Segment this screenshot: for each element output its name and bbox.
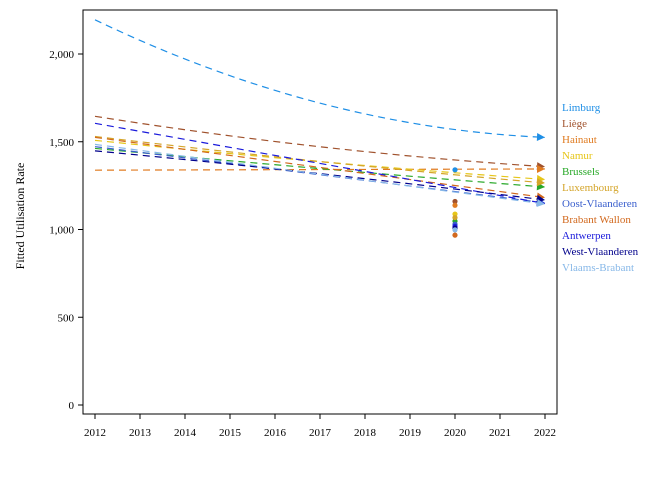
x-tick-label: 2015 — [219, 427, 242, 439]
series-line — [94, 143, 546, 205]
x-tick-label: 2016 — [264, 427, 287, 439]
legend: Limburg Liège Hainaut Namur Brussels Luxembou… — [562, 102, 639, 274]
series-line — [94, 122, 546, 205]
observed-point — [452, 167, 458, 173]
legend-entry: Namur — [562, 150, 593, 162]
series-line — [94, 136, 546, 199]
legend-entry: Limburg — [562, 102, 601, 114]
series-line — [94, 139, 546, 181]
x-tick-label: 2012 — [84, 427, 106, 439]
legend-entry: Luxembourg — [562, 182, 619, 194]
legend-entry: West-Vlaanderen — [562, 246, 639, 258]
observed-point — [452, 214, 458, 221]
series-line — [94, 150, 546, 201]
x-tick-label: 2022 — [534, 427, 556, 439]
observed-points — [452, 167, 458, 238]
series-line — [94, 19, 546, 138]
series-line — [94, 115, 546, 168]
y-tick-label: 500 — [58, 312, 75, 324]
x-tick-label: 2018 — [354, 427, 377, 439]
y-axis-label: Fitted Utilisation Rate — [13, 163, 27, 270]
x-tick-label: 2020 — [444, 427, 467, 439]
x-tick-label: 2019 — [399, 427, 422, 439]
observed-point — [452, 198, 458, 205]
y-tick-label: 0 — [69, 400, 75, 412]
y-tick-label: 1,000 — [49, 225, 74, 237]
series-line — [94, 135, 546, 184]
legend-entry: Oost-Vlaanderen — [562, 198, 638, 210]
legend-entry: Vlaams-Brabant — [562, 262, 634, 274]
x-tick-label: 2013 — [129, 427, 152, 439]
series-end-arrow — [536, 199, 545, 207]
observed-point — [452, 232, 458, 238]
legend-entry: Hainaut — [562, 134, 597, 146]
legend-entry: Brussels — [562, 166, 599, 178]
series-line — [94, 146, 546, 204]
y-tick-label: 2,000 — [49, 49, 74, 61]
series-end-arrow — [536, 178, 545, 187]
series-lines — [94, 19, 546, 207]
x-tick-label: 2014 — [174, 427, 197, 439]
x-axis: 2012 2013 2014 2015 2016 2017 2018 2019 2020 2021… — [84, 414, 556, 439]
y-axis: 0 500 1,000 1,500 2,000 — [49, 49, 83, 412]
legend-entry: Antwerpen — [562, 230, 611, 242]
observed-point — [452, 227, 458, 233]
series-line — [94, 168, 546, 171]
series-end-arrow — [536, 133, 545, 142]
plot-frame — [82, 9, 558, 415]
y-tick-label: 1,500 — [49, 137, 74, 149]
series-end-arrow — [536, 164, 545, 173]
observed-point — [452, 202, 458, 208]
legend-entry: Brabant Wallon — [562, 214, 631, 226]
legend-entry: Liège — [562, 118, 587, 130]
x-tick-label: 2017 — [309, 427, 332, 439]
x-tick-label: 2021 — [489, 427, 511, 439]
